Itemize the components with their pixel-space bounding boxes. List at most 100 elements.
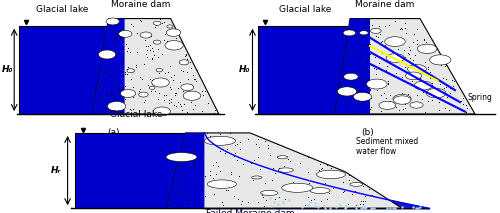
Point xyxy=(324,163,332,167)
Point xyxy=(387,35,395,38)
Point xyxy=(170,78,177,81)
Point xyxy=(364,105,372,108)
Point xyxy=(444,96,452,99)
Point xyxy=(140,94,148,97)
Point xyxy=(343,53,351,56)
Point xyxy=(429,56,437,60)
Point xyxy=(236,202,244,205)
Point xyxy=(107,91,115,95)
Point xyxy=(346,75,354,78)
Point xyxy=(304,155,312,158)
Point xyxy=(304,171,312,174)
Point xyxy=(136,75,144,78)
Point xyxy=(174,177,182,180)
Point xyxy=(109,27,117,30)
Point xyxy=(399,108,407,111)
Circle shape xyxy=(366,79,387,89)
Point xyxy=(376,94,384,97)
Point xyxy=(258,194,266,197)
Circle shape xyxy=(154,21,161,25)
Point xyxy=(383,65,391,68)
Point xyxy=(421,60,429,64)
Polygon shape xyxy=(92,19,124,114)
Point xyxy=(384,79,392,82)
Point xyxy=(154,48,162,51)
Circle shape xyxy=(106,18,120,25)
Point xyxy=(234,158,241,162)
Point xyxy=(178,94,186,97)
Circle shape xyxy=(410,102,423,108)
Point xyxy=(221,152,229,155)
Point xyxy=(322,197,330,201)
Point xyxy=(210,193,218,196)
Point xyxy=(372,67,380,71)
Point xyxy=(334,170,342,174)
Point xyxy=(424,68,432,71)
Point xyxy=(364,56,372,59)
Point xyxy=(400,102,408,105)
Point xyxy=(258,195,266,199)
Point xyxy=(344,62,351,65)
Point xyxy=(352,49,360,52)
Point xyxy=(361,195,369,198)
Circle shape xyxy=(394,96,411,104)
Point xyxy=(140,38,148,41)
Point xyxy=(250,158,258,162)
Point xyxy=(274,167,282,170)
Point xyxy=(106,69,114,72)
Point xyxy=(459,102,467,106)
Point xyxy=(446,86,454,89)
Point xyxy=(354,35,362,38)
Point xyxy=(98,83,106,86)
Point xyxy=(174,100,182,103)
Point xyxy=(236,174,244,177)
Point xyxy=(122,42,130,46)
Point xyxy=(436,56,444,59)
Text: Glacial lake: Glacial lake xyxy=(110,109,162,118)
Circle shape xyxy=(108,101,126,111)
Point xyxy=(148,56,156,60)
Point xyxy=(362,18,370,21)
Point xyxy=(179,90,187,93)
Point xyxy=(252,142,260,146)
Point xyxy=(356,202,364,206)
Point xyxy=(296,162,304,165)
Point xyxy=(374,35,382,39)
Point xyxy=(116,23,124,26)
Circle shape xyxy=(183,91,201,100)
Point xyxy=(461,112,469,115)
Point xyxy=(167,100,175,103)
Point xyxy=(126,107,134,110)
Point xyxy=(176,178,184,181)
Point xyxy=(154,81,162,85)
Circle shape xyxy=(418,44,437,53)
Point xyxy=(368,106,376,109)
Point xyxy=(174,191,182,194)
Point xyxy=(199,134,207,138)
Point xyxy=(145,36,153,39)
Point xyxy=(154,56,162,59)
Point xyxy=(146,49,154,52)
Point xyxy=(186,100,194,103)
Point xyxy=(172,104,180,108)
Point xyxy=(301,203,309,207)
Point xyxy=(322,182,330,185)
Point xyxy=(234,198,241,201)
Point xyxy=(344,27,352,30)
Point xyxy=(417,81,425,84)
Circle shape xyxy=(150,86,155,89)
Point xyxy=(270,166,278,169)
Point xyxy=(148,46,156,49)
Point xyxy=(212,160,220,164)
Point xyxy=(133,51,141,54)
Point xyxy=(170,47,178,51)
Point xyxy=(422,69,430,72)
Circle shape xyxy=(393,94,411,103)
Point xyxy=(101,69,109,73)
Circle shape xyxy=(343,30,355,36)
Point xyxy=(146,31,154,35)
Point xyxy=(168,88,175,91)
Point xyxy=(433,112,441,115)
Point xyxy=(460,112,468,115)
Point xyxy=(413,38,421,42)
